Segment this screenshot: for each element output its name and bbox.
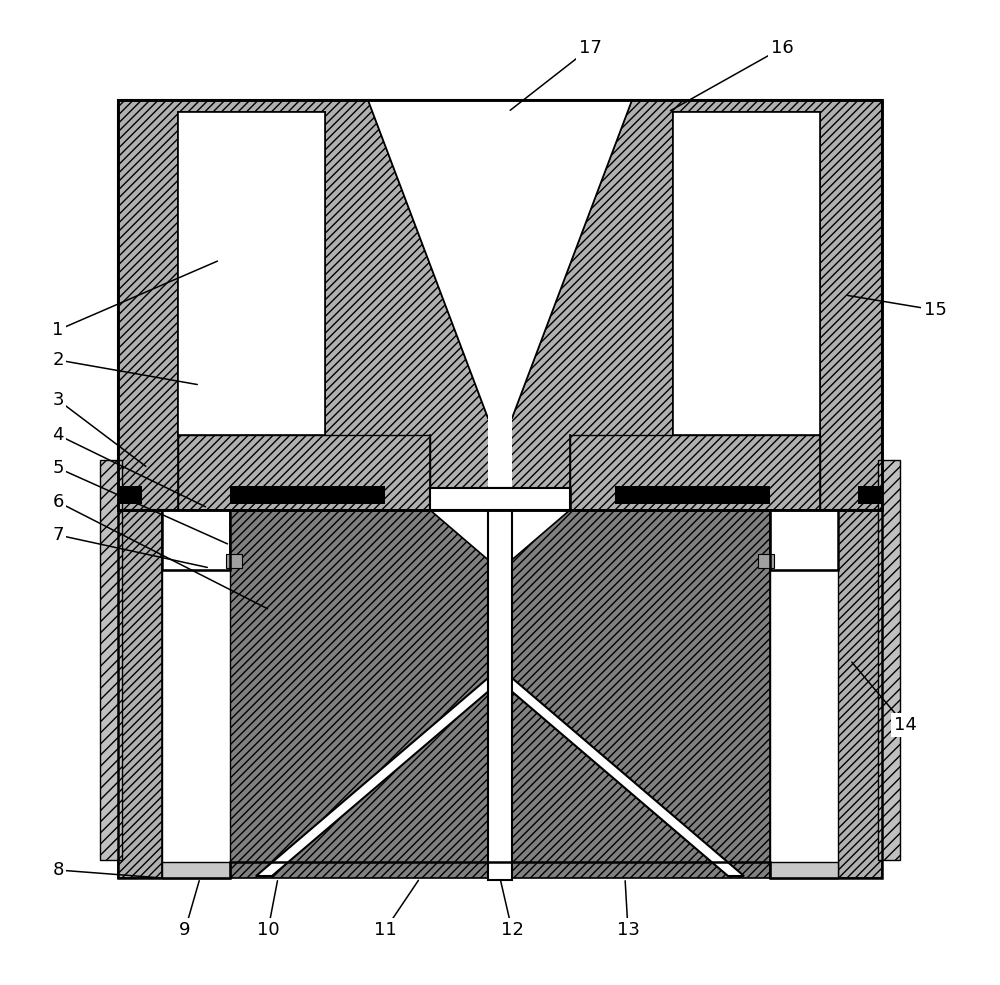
Text: 12: 12 xyxy=(501,921,523,939)
Bar xyxy=(878,460,900,860)
Bar xyxy=(488,416,512,512)
Bar xyxy=(118,100,882,510)
Bar xyxy=(226,554,242,568)
Text: 9: 9 xyxy=(179,921,191,939)
Polygon shape xyxy=(118,100,882,510)
Text: 5: 5 xyxy=(52,459,64,477)
Bar xyxy=(162,862,230,878)
Bar xyxy=(100,460,122,860)
Bar xyxy=(673,112,820,435)
Text: 11: 11 xyxy=(374,921,396,939)
Polygon shape xyxy=(570,435,820,510)
Bar xyxy=(230,510,430,570)
Bar xyxy=(673,112,820,435)
Bar xyxy=(118,486,142,504)
Bar xyxy=(770,510,838,878)
Text: 15: 15 xyxy=(924,301,946,319)
Text: 16: 16 xyxy=(771,39,793,57)
Bar xyxy=(230,486,385,504)
Text: 2: 2 xyxy=(52,351,64,369)
Text: 14: 14 xyxy=(894,716,916,734)
Polygon shape xyxy=(368,100,632,418)
Text: 17: 17 xyxy=(579,39,601,57)
Bar xyxy=(570,510,770,570)
Bar xyxy=(430,488,570,510)
Bar xyxy=(162,570,230,878)
Polygon shape xyxy=(496,678,744,876)
Text: 10: 10 xyxy=(257,921,279,939)
Polygon shape xyxy=(500,510,770,878)
Bar xyxy=(488,416,512,512)
Text: 8: 8 xyxy=(52,861,64,879)
Bar xyxy=(838,510,882,878)
Bar xyxy=(118,100,882,510)
Bar xyxy=(858,486,882,504)
Polygon shape xyxy=(256,678,504,876)
Bar xyxy=(118,510,162,878)
Text: 6: 6 xyxy=(52,493,64,511)
Text: 7: 7 xyxy=(52,526,64,544)
Text: 1: 1 xyxy=(52,321,64,339)
Polygon shape xyxy=(230,510,500,878)
Bar xyxy=(488,488,512,880)
Text: 13: 13 xyxy=(617,921,639,939)
Polygon shape xyxy=(178,435,430,510)
Text: 4: 4 xyxy=(52,426,64,444)
Bar xyxy=(758,554,774,568)
Bar xyxy=(488,488,512,880)
Text: 3: 3 xyxy=(52,391,64,409)
Bar xyxy=(162,510,230,878)
Bar xyxy=(178,112,325,435)
Bar xyxy=(178,112,325,435)
Bar xyxy=(770,570,838,878)
Bar xyxy=(615,486,770,504)
Bar xyxy=(770,862,838,878)
Polygon shape xyxy=(368,100,632,418)
